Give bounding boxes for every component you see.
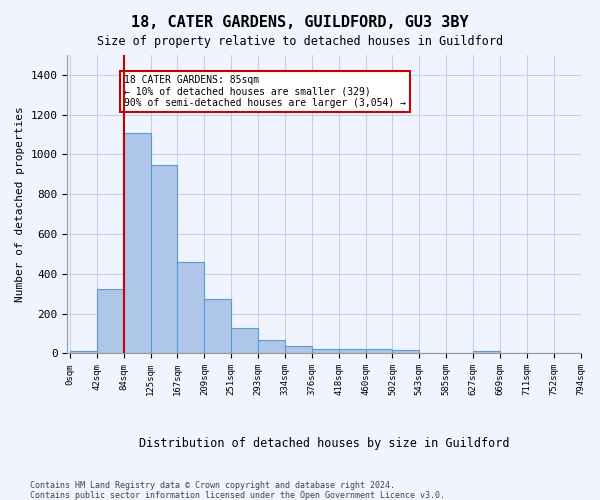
Bar — [392, 350, 419, 354]
Bar — [365, 350, 392, 354]
Bar — [338, 349, 365, 354]
Bar — [285, 346, 312, 354]
Bar — [231, 328, 258, 353]
Bar — [151, 166, 178, 354]
Bar — [258, 340, 285, 353]
Bar — [312, 349, 338, 354]
Text: Contains HM Land Registry data © Crown copyright and database right 2024.: Contains HM Land Registry data © Crown c… — [30, 481, 395, 490]
X-axis label: Distribution of detached houses by size in Guildford: Distribution of detached houses by size … — [139, 437, 509, 450]
Y-axis label: Number of detached properties: Number of detached properties — [15, 106, 25, 302]
Text: 18, CATER GARDENS, GUILDFORD, GU3 3BY: 18, CATER GARDENS, GUILDFORD, GU3 3BY — [131, 15, 469, 30]
Text: 18 CATER GARDENS: 85sqm
← 10% of detached houses are smaller (329)
90% of semi-d: 18 CATER GARDENS: 85sqm ← 10% of detache… — [124, 75, 406, 108]
Text: Contains public sector information licensed under the Open Government Licence v3: Contains public sector information licen… — [30, 491, 445, 500]
Bar — [70, 352, 97, 354]
Bar — [97, 288, 124, 354]
Bar — [124, 132, 151, 354]
Bar — [473, 352, 500, 354]
Text: Size of property relative to detached houses in Guildford: Size of property relative to detached ho… — [97, 35, 503, 48]
Bar — [178, 262, 205, 354]
Bar — [205, 298, 231, 354]
